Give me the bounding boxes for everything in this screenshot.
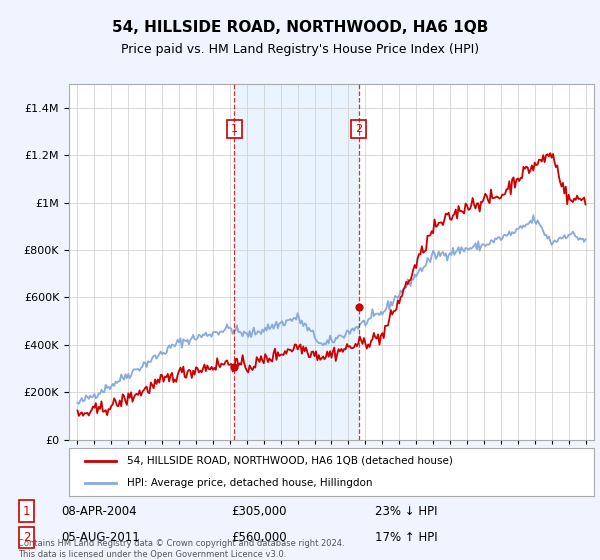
Text: 05-AUG-2011: 05-AUG-2011 [61,531,140,544]
Text: 54, HILLSIDE ROAD, NORTHWOOD, HA6 1QB: 54, HILLSIDE ROAD, NORTHWOOD, HA6 1QB [112,20,488,35]
Text: 08-APR-2004: 08-APR-2004 [61,505,137,517]
Text: HPI: Average price, detached house, Hillingdon: HPI: Average price, detached house, Hill… [127,478,372,488]
Text: Contains HM Land Registry data © Crown copyright and database right 2024.
This d: Contains HM Land Registry data © Crown c… [18,539,344,559]
Text: 2: 2 [23,531,30,544]
Bar [235,84,359,440]
Text: £560,000: £560,000 [231,531,287,544]
Text: 2: 2 [355,124,362,134]
Text: Price paid vs. HM Land Registry's House Price Index (HPI): Price paid vs. HM Land Registry's House … [121,43,479,56]
Text: £305,000: £305,000 [231,505,286,517]
Text: 23% ↓ HPI: 23% ↓ HPI [375,505,437,517]
Text: 1: 1 [231,124,238,134]
Point [354,302,364,311]
Point [230,363,239,372]
Text: 1: 1 [23,505,30,517]
Text: 54, HILLSIDE ROAD, NORTHWOOD, HA6 1QB (detached house): 54, HILLSIDE ROAD, NORTHWOOD, HA6 1QB (d… [127,456,452,466]
Text: 17% ↑ HPI: 17% ↑ HPI [375,531,437,544]
